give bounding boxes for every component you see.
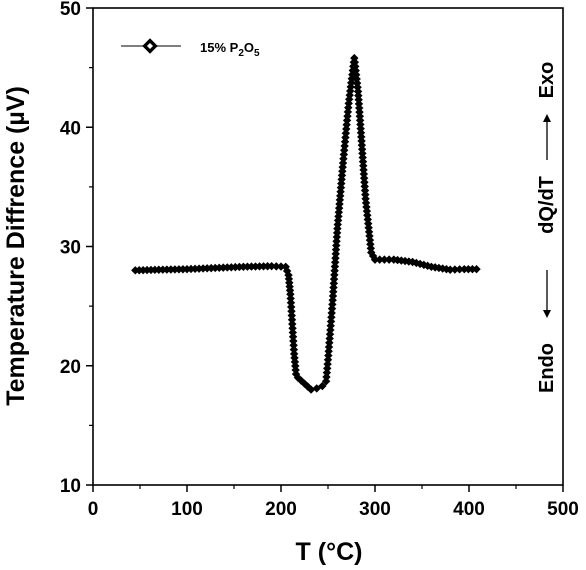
data-point	[306, 385, 316, 394]
data-point	[455, 265, 464, 274]
data-point	[335, 195, 345, 205]
x-tick-label: 300	[359, 499, 391, 520]
y-tick-label: 20	[60, 357, 81, 378]
data-point	[332, 232, 342, 242]
y-tick-label: 30	[60, 238, 81, 259]
data-point	[346, 82, 355, 92]
data-point	[267, 261, 276, 271]
y-axis-label: Temperature Diffrence (µV)	[2, 86, 30, 406]
data-point	[384, 255, 394, 264]
data-point	[365, 231, 374, 241]
data-point	[354, 91, 363, 100]
x-axis-label: T (°C)	[296, 538, 363, 566]
data-point	[318, 381, 327, 391]
data-point	[339, 150, 349, 159]
data-point	[472, 264, 481, 274]
data-point	[363, 215, 372, 224]
legend-marker-inner	[147, 43, 153, 49]
x-tick-label: 400	[453, 499, 485, 520]
y-tick-label: 10	[60, 476, 81, 497]
data-point	[450, 265, 460, 274]
heat-flow-annotation: Exo dQ/dT Endo	[536, 62, 558, 393]
data-point	[375, 255, 384, 264]
data-point	[353, 83, 362, 92]
data-point	[354, 99, 364, 109]
x-tick-label: 0	[88, 499, 99, 520]
data-point	[276, 262, 286, 271]
data-point	[354, 95, 363, 104]
dqdt-label: dQ/dT	[536, 176, 558, 234]
data-point	[344, 95, 354, 104]
data-point	[353, 87, 363, 96]
legend-label: 15% P2O5	[200, 40, 260, 59]
plot-frame	[92, 7, 564, 486]
data-markers	[131, 53, 481, 394]
data-point	[361, 198, 371, 208]
data-point	[345, 90, 354, 100]
data-point	[272, 262, 281, 271]
x-tick-label: 200	[265, 499, 297, 520]
y-tick-label: 40	[60, 118, 81, 139]
data-point	[446, 265, 455, 274]
data-point	[346, 86, 355, 96]
data-point	[361, 190, 370, 199]
data-point	[380, 255, 389, 264]
y-axis: 10 20 30 40 50	[60, 0, 93, 497]
exo-label: Exo	[536, 62, 558, 99]
legend: 15% P2O5	[121, 38, 260, 59]
x-tick-label: 500	[547, 499, 579, 520]
x-axis: 0 100 200 300 400 500	[88, 485, 579, 520]
data-point	[370, 255, 380, 264]
data-point	[331, 245, 341, 254]
data-point	[340, 141, 349, 151]
endo-arrow-head	[543, 310, 551, 318]
endo-label: Endo	[536, 343, 558, 393]
data-point	[344, 99, 353, 108]
y-tick-label: 50	[60, 0, 81, 20]
exo-arrow-head	[543, 114, 551, 122]
x-tick-label: 100	[171, 499, 203, 520]
